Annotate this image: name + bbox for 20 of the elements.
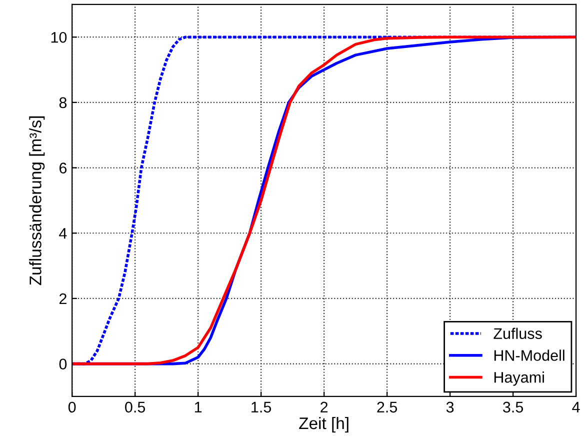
- legend-label: Hayami: [494, 372, 544, 386]
- y-tick-label: 10: [51, 32, 67, 43]
- x-tick-label: 2: [320, 402, 328, 412]
- y-tick-label: 2: [59, 293, 66, 304]
- y-tick-label: 6: [59, 162, 67, 174]
- y-tick-label: 0: [59, 358, 67, 370]
- x-tick-label: 3.5: [503, 402, 524, 413]
- x-tick-label: 4: [572, 402, 580, 412]
- x-tick-label: 1: [194, 402, 202, 412]
- y-axis-title: Zuflussänderung [m³/s]: [29, 116, 45, 286]
- x-tick-label: 3: [446, 402, 454, 413]
- x-axis-title: Zeit [h]: [299, 416, 348, 433]
- x-tick-label: 0.5: [125, 402, 146, 413]
- x-tick-label: 2.5: [377, 402, 398, 413]
- x-tick-label: 0: [68, 402, 76, 413]
- y-tick-label: 4: [59, 228, 67, 239]
- legend-label: HN-Modell: [494, 350, 564, 361]
- legend-label: Zufluss: [494, 328, 542, 340]
- x-tick-label: 1.5: [252, 402, 272, 413]
- y-tick-label: 8: [59, 97, 67, 108]
